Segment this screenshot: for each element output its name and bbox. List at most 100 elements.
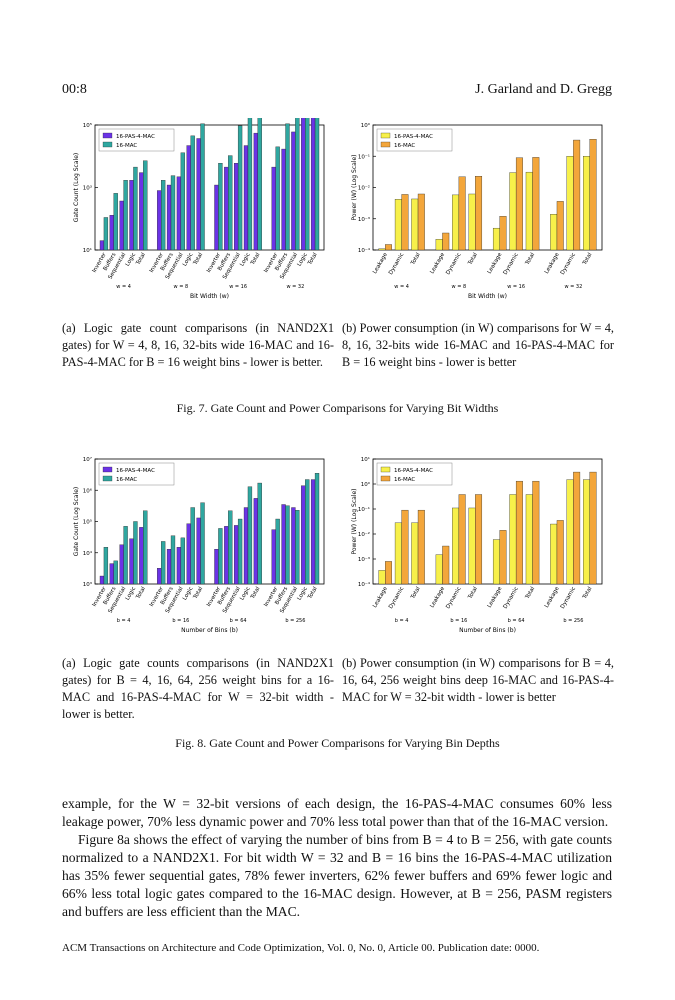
bar-fig8a-16-mac [228,510,233,585]
legend-swatch [102,141,113,148]
bar-fig8a-16-pas-4-mac [234,525,239,585]
x-group-label: b = 64 [230,618,247,624]
bar-fig7a-16-mac [237,125,243,251]
y-tick-label: 10⁻¹ [358,506,370,513]
x-category-label: Total [135,252,147,267]
bar-fig8a-16-pas-4-mac [109,563,114,585]
bar-fig8a-16-mac [257,482,262,585]
bar-fig7b-16-mac [573,139,581,251]
y-tick-label: 10⁶ [83,487,93,494]
bar-fig8a-16-pas-4-mac [281,504,286,585]
bar-fig8b-16-pas-4-mac [525,494,533,585]
bar-fig8a-16-mac [161,541,166,585]
y-tick-label: 10⁵ [83,519,92,526]
bar-fig7a-16-pas-4-mac [253,132,258,251]
bar-fig7b-16-mac [499,216,507,251]
bar-fig8a-16-pas-4-mac [291,507,296,585]
x-category-label: Logic [125,586,137,601]
x-category-label: Leakage [372,251,389,275]
bar-fig8a-16-pas-4-mac [119,544,124,585]
bar-fig7a-16-pas-4-mac [109,215,114,251]
x-category-label: Total [192,252,204,267]
bar-fig7a-16-mac [133,166,138,251]
bar-fig7a-16-mac [285,123,290,251]
x-group-label: w = 16 [507,284,525,290]
x-group-label: b = 16 [450,618,467,624]
bar-fig7a-16-pas-4-mac [139,172,144,251]
y-tick-label: 10⁻⁴ [358,581,371,588]
bar-fig8a-16-pas-4-mac [253,498,258,585]
fig7-caption: Fig. 7. Gate Count and Power Comparisons… [176,401,499,415]
bar-fig8b-16-mac [401,509,409,585]
bar-fig7a-16-mac [295,118,300,251]
legend-label: 16-PAS-4-MAC [394,468,433,474]
x-axis-label: Bit Width (w) [190,293,229,300]
bar-fig7b-16-mac [385,244,392,251]
bar-fig7a-16-mac [123,180,128,251]
bar-fig7a-16-mac [275,146,280,251]
bar-fig8b-16-pas-4-mac [378,570,386,585]
bar-fig8b-16-pas-4-mac [468,507,476,585]
bar-fig7a-16-pas-4-mac [214,184,219,251]
bar-fig7a-16-pas-4-mac [157,190,162,251]
bar-fig8b-16-mac [475,494,483,585]
x-category-label: Logic [239,586,251,601]
bar-fig8a-16-mac [314,473,320,585]
x-category-label: Dynamic [388,252,405,276]
bar-fig7a-16-mac [103,217,109,251]
bar-fig7a-16-pas-4-mac [196,138,201,251]
x-category-label: Dynamic [503,586,520,610]
bar-fig8a-16-pas-4-mac [196,517,201,585]
bar-fig8a-16-mac [218,528,223,585]
bar-fig7b-16-mac [458,176,466,251]
body-paragraph-2: Figure 8a shows the effect of varying th… [62,832,612,919]
legend-box [98,462,175,486]
y-tick-label: 10³ [83,581,92,588]
bar-fig8b-16-mac [417,509,425,585]
x-category-label: Leakage [429,251,446,275]
bar-fig7a-16-pas-4-mac [166,184,172,251]
y-tick-label: 10⁵ [83,122,92,129]
bar-fig7a-16-mac [170,175,176,251]
legend-label: 16-MAC [116,477,137,483]
bar-fig8a-16-mac [170,535,176,585]
body-text: example, for the W = 32-bit versions of … [62,795,612,921]
x-category-label: Total [249,586,261,601]
x-category-label: Dynamic [560,586,577,610]
x-category-label: Logic [182,586,194,601]
bar-fig7b-16-pas-4-mac [550,214,558,251]
x-group-label: w = 8 [452,284,467,290]
fig8b-caption: (b) Power consumption (in W) comparisons… [342,656,614,704]
x-group-label: w = 32 [564,284,582,290]
bar-fig8b-16-mac [499,530,507,585]
x-category-label: Logic [239,252,251,267]
bar-fig8a-16-mac [113,560,118,585]
bar-fig7b-16-mac [532,157,540,251]
bar-fig8a-16-mac [123,526,128,585]
x-axis-label: Number of Bins (b) [181,627,238,634]
legend-label: 16-PAS-4-MAC [394,134,433,140]
bar-fig8a-16-pas-4-mac [139,527,144,585]
bar-fig7b-16-pas-4-mac [468,193,476,251]
bar-fig8b-16-pas-4-mac [566,479,574,585]
x-category-label: Total [249,252,261,267]
legend-label: 16-PAS-4-MAC [116,134,155,140]
running-head-authors: J. Garland and D. Gregg [475,82,612,97]
x-category-label: Total [581,252,593,267]
x-category-label: Total [410,252,422,267]
legend-swatch [102,466,113,473]
bar-fig8a-16-pas-4-mac [301,485,306,585]
y-axis-label: Power (W) (Log Scale) [351,154,358,220]
legend-label: 16-MAC [394,143,415,149]
bar-fig7b-16-mac [589,139,597,251]
fig7b-caption: (b) Power consumption (in W) comparisons… [342,321,614,369]
bar-fig8b-16-mac [385,561,392,585]
x-category-label: Leakage [372,585,389,609]
bar-fig8a-16-pas-4-mac [176,547,182,585]
bar-fig7b-16-mac [475,176,483,251]
bar-fig7a-16-pas-4-mac [301,118,306,251]
bar-fig7a-16-mac [113,193,118,251]
x-category-label: Total [410,586,422,601]
y-tick-label: 10⁻³ [358,216,370,223]
bar-fig8a-16-pas-4-mac [166,549,172,585]
